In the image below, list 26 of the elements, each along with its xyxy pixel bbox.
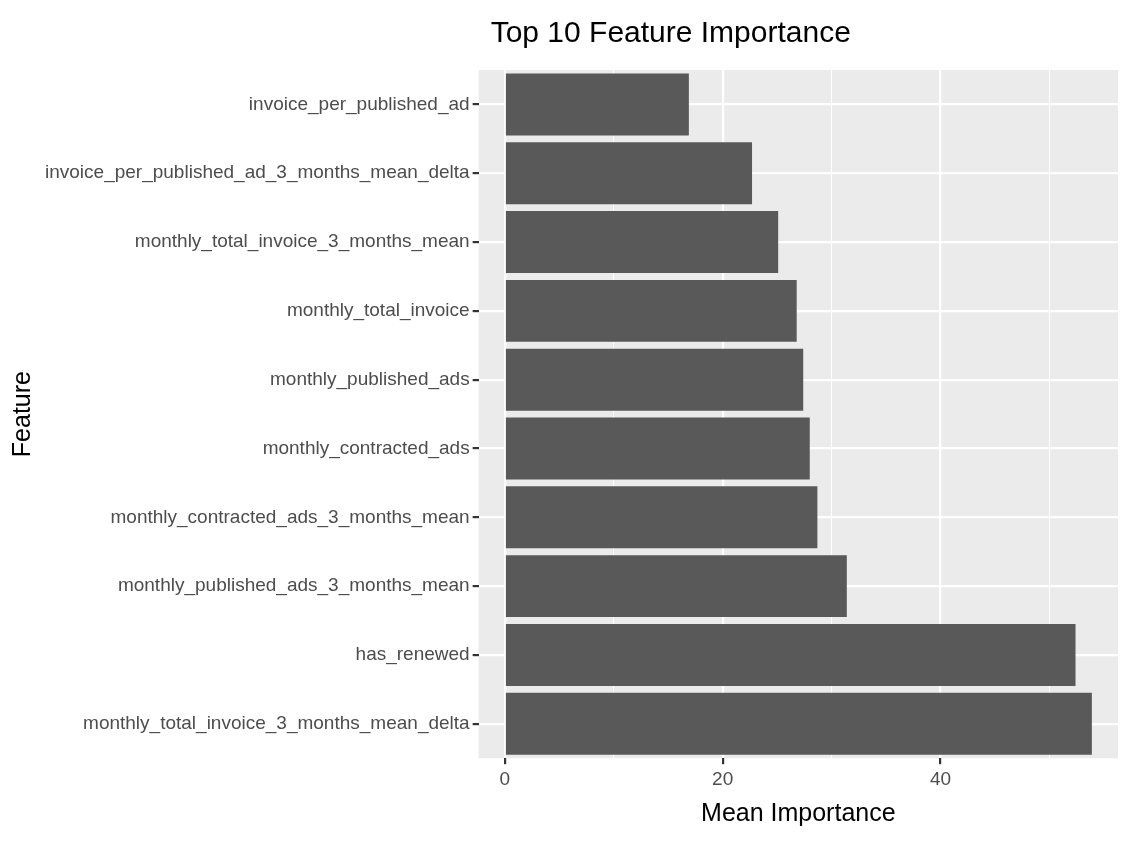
bar (505, 348, 804, 411)
bar (505, 279, 797, 342)
x-tick-label: 0 (499, 767, 511, 789)
y-tick-label: monthly_total_invoice (286, 299, 470, 322)
bar (505, 73, 689, 136)
y-tick-label: has_renewed (355, 643, 470, 666)
x-tick-label: 40 (929, 767, 952, 789)
bar (505, 142, 753, 205)
y-tick-label: monthly_published_ads_3_months_mean (117, 574, 470, 597)
bar (505, 417, 810, 480)
y-tick-label: monthly_contracted_ads (262, 436, 470, 459)
bar (505, 692, 1092, 755)
bar (505, 211, 779, 274)
x-axis-title: Mean Importance (701, 797, 896, 826)
y-tick-label: monthly_total_invoice_3_months_mean_delta (83, 712, 471, 735)
bar (505, 486, 818, 549)
bar (505, 555, 847, 618)
y-tick-label: invoice_per_published_ad (248, 92, 470, 115)
y-tick-label: monthly_total_invoice_3_months_mean (134, 230, 470, 253)
y-axis-title: Feature (6, 371, 35, 458)
x-tick-label: 20 (712, 767, 734, 789)
bar (505, 624, 1076, 686)
y-tick-label: invoice_per_published_ad_3_months_mean_delta (45, 161, 471, 184)
chart-title: Top 10 Feature Importance (490, 15, 851, 48)
y-tick-label: monthly_contracted_ads_3_months_mean (110, 505, 470, 528)
y-tick-label: monthly_published_ads (270, 367, 470, 390)
